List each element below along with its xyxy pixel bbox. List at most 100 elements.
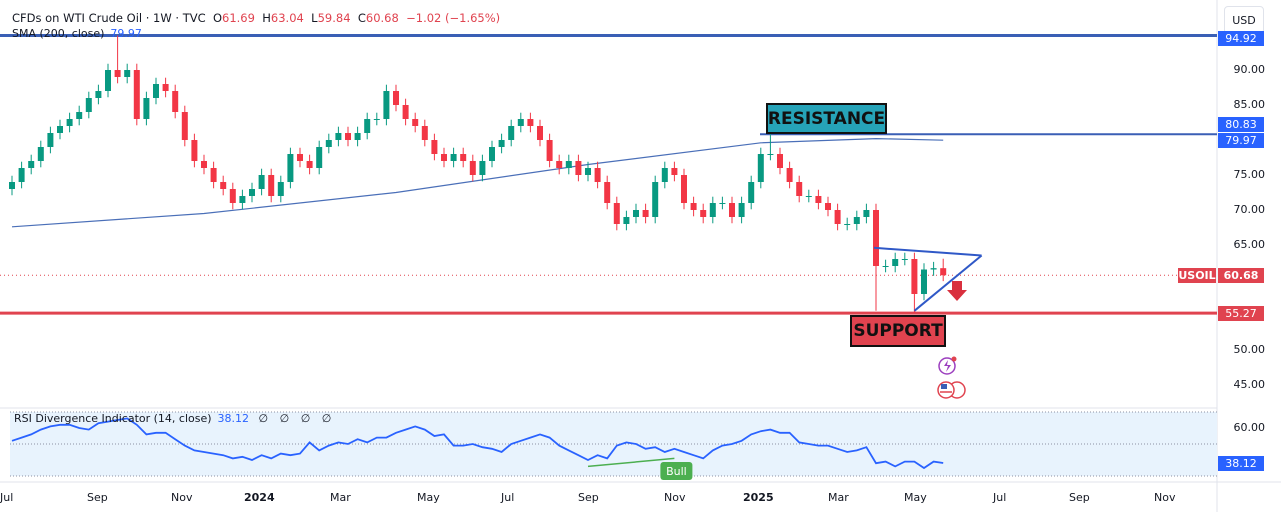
candle-body — [527, 119, 534, 126]
candle-body — [623, 217, 630, 224]
candle-body — [930, 268, 937, 270]
candle-body — [421, 126, 428, 140]
rsi-line — [11, 417, 944, 470]
candle-body — [652, 182, 659, 217]
candle-body — [844, 224, 851, 225]
rsi-axis-label: 60.00 — [1233, 421, 1266, 434]
down-arrow-icon — [947, 281, 967, 301]
time-tick-label: Sep — [1069, 491, 1090, 504]
time-tick-label: May — [904, 491, 927, 504]
support-tag: 55.27 — [1218, 306, 1264, 321]
candle-body — [671, 168, 678, 175]
candle-body — [729, 203, 735, 217]
time-tick-label: Nov — [171, 491, 193, 504]
rsi-value: 38.12 — [217, 412, 250, 425]
candle-body — [604, 182, 611, 203]
open-label: O — [212, 11, 223, 25]
candle-body — [220, 182, 227, 189]
price-tick-label: 75.00 — [1233, 168, 1266, 181]
candle-body — [565, 161, 572, 168]
candle-body — [460, 154, 467, 161]
support-label[interactable]: SUPPORT — [850, 315, 946, 347]
candle-body — [709, 203, 716, 217]
candle-body — [921, 269, 927, 294]
candle-body — [210, 168, 217, 182]
bull-label-box — [660, 462, 693, 480]
resistance-label[interactable]: RESISTANCE — [766, 103, 887, 134]
lightning-icon — [944, 360, 951, 372]
candle-body — [297, 154, 303, 161]
price-tick-label: 65.00 — [1233, 238, 1266, 251]
time-tick-label: Sep — [87, 491, 108, 504]
candle-body — [191, 140, 198, 161]
sma-legend[interactable]: SMA (200, close) 79.97 — [12, 27, 142, 40]
candle-body — [690, 203, 697, 210]
price-tick-label: 45.00 — [1233, 378, 1266, 391]
candle-body — [66, 119, 73, 126]
candle-body — [133, 70, 140, 119]
candle-body — [277, 182, 284, 196]
bull-label: Bull — [666, 465, 687, 478]
candle-body — [18, 168, 25, 182]
candle-body — [76, 112, 83, 119]
change-value: −1.02 (−1.65%) — [406, 11, 501, 25]
candle-body — [537, 126, 543, 140]
candle-body — [633, 210, 639, 217]
resistance-tag: 80.83 — [1218, 117, 1264, 132]
rsi-legend[interactable]: RSI Divergence Indicator (14, close) 38.1… — [14, 412, 335, 425]
candle-body — [489, 147, 495, 161]
bull-divergence-line — [587, 457, 675, 468]
symbol-legend: CFDs on WTI Crude Oil · 1W · TVC O61.69 … — [12, 11, 500, 25]
time-tick-label: Jul — [0, 491, 14, 504]
candle-body — [585, 168, 591, 175]
rsi-extras: ∅ ∅ ∅ ∅ — [258, 412, 336, 425]
candle-body — [719, 203, 726, 204]
candle-body — [796, 182, 803, 196]
candle-body — [748, 182, 755, 203]
candle-body — [239, 196, 246, 203]
high-label: H — [262, 11, 271, 25]
time-tick-label: Nov — [1154, 491, 1176, 504]
candle-body — [306, 161, 313, 168]
candle-body — [681, 175, 687, 203]
candle-body — [863, 210, 870, 217]
sma-value: 79.97 — [110, 27, 142, 40]
candle-body — [268, 175, 275, 196]
top-level-tag: 94.92 — [1218, 31, 1264, 46]
price-tick-label: 50.00 — [1233, 343, 1266, 356]
price-tick-label: 85.00 — [1233, 98, 1266, 111]
candle-body — [757, 154, 764, 182]
notification-dot-icon — [951, 356, 957, 362]
candle-body — [805, 196, 812, 197]
candle-body — [393, 91, 399, 105]
candle-body — [450, 154, 457, 161]
price-tick-label: 70.00 — [1233, 203, 1266, 216]
candle-body — [258, 175, 265, 189]
low-label: L — [311, 11, 318, 25]
last-price-tag: 60.68 — [1218, 268, 1264, 283]
sma-tag: 79.97 — [1218, 133, 1264, 148]
open-value: 61.69 — [222, 11, 255, 25]
sma-200-line — [11, 137, 944, 228]
candle-body — [345, 133, 351, 140]
time-tick-label: Jul — [501, 491, 515, 504]
candle-body — [335, 133, 342, 140]
candle-body — [383, 91, 390, 119]
close-label: C — [357, 11, 366, 25]
candle-body — [124, 70, 131, 77]
candle-body — [229, 189, 236, 203]
time-tick-label: Jul — [993, 491, 1007, 504]
candle-body — [9, 182, 15, 189]
candle-body — [316, 147, 323, 168]
candle-body — [767, 154, 774, 155]
candle-body — [28, 161, 35, 168]
candle-body — [162, 84, 169, 91]
candle-body — [364, 119, 371, 133]
candle-body — [901, 259, 908, 260]
close-value: 60.68 — [365, 11, 399, 25]
candle-body — [47, 133, 54, 147]
candle-body — [354, 133, 361, 140]
candle-body — [172, 91, 179, 112]
currency-button[interactable]: USD — [1224, 6, 1264, 34]
